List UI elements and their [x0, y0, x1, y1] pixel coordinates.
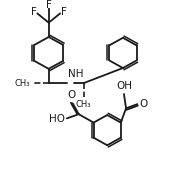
- Text: O: O: [68, 90, 76, 100]
- Text: F: F: [31, 7, 37, 17]
- Text: NH: NH: [68, 69, 83, 79]
- Text: F: F: [61, 7, 67, 17]
- Text: F: F: [46, 0, 52, 10]
- Text: HO: HO: [49, 114, 65, 124]
- Text: CH₃: CH₃: [76, 100, 91, 109]
- Text: OH: OH: [116, 81, 132, 91]
- Text: CH₃: CH₃: [15, 79, 30, 88]
- Text: O: O: [140, 99, 148, 109]
